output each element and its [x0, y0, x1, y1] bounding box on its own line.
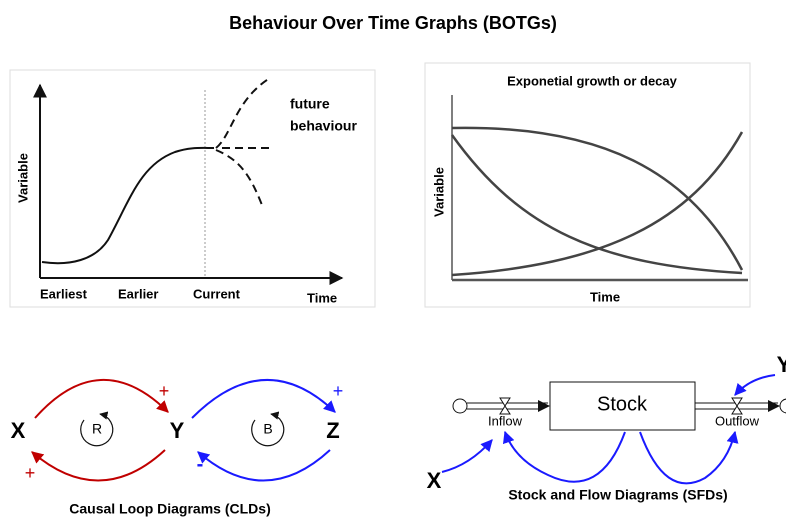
sfd: Stock Inflow Outflow X Y Stock and Flow …	[427, 352, 786, 503]
link	[191, 379, 336, 419]
valve	[499, 397, 511, 415]
decay-curve	[450, 134, 743, 275]
loop-icon	[251, 411, 285, 447]
node: Z	[326, 418, 339, 443]
pipe-arrow	[538, 400, 550, 412]
caption: Causal Loop Diagrams (CLDs)	[69, 501, 270, 517]
annotation: future	[290, 96, 330, 112]
link	[197, 449, 331, 482]
botg-panel: future behaviour Variable Earliest Earli…	[9, 69, 376, 308]
link	[34, 379, 169, 419]
flow-label: Outflow	[715, 413, 760, 428]
panel-border	[9, 69, 376, 308]
polarity: -	[197, 453, 204, 475]
future-down	[215, 149, 263, 206]
x-label: Time	[590, 289, 620, 304]
info-link	[441, 439, 493, 473]
limit-curve	[451, 126, 744, 271]
panel-border	[424, 62, 751, 308]
node: X	[11, 418, 26, 443]
loop-icon	[80, 411, 114, 447]
valve	[731, 397, 743, 415]
stock-label: Stock	[597, 393, 648, 415]
loop-label: B	[263, 421, 272, 437]
polarity: +	[333, 381, 344, 401]
stock-box	[549, 381, 696, 431]
info-link	[639, 430, 739, 485]
growth-curve	[451, 131, 744, 277]
input-label: X	[427, 468, 442, 493]
cloud	[779, 398, 786, 414]
y-label: Variable	[15, 153, 30, 203]
link	[31, 449, 166, 482]
title: Behaviour Over Time Graphs (BOTGs)	[229, 13, 557, 33]
flow-label: Inflow	[488, 413, 523, 428]
annotation: behaviour	[290, 118, 357, 134]
x-label: Time	[307, 290, 337, 305]
polarity: +	[159, 381, 170, 401]
caption: Stock and Flow Diagrams (SFDs)	[508, 487, 727, 503]
cld: X Y Z R B + + + - Causal Loop Diagrams (…	[11, 379, 344, 517]
pipe-arrow	[768, 400, 780, 412]
x-label: Earliest	[40, 286, 88, 301]
x-label: Current	[193, 286, 241, 301]
future-up	[215, 77, 271, 149]
input-label: Y	[777, 352, 786, 377]
loop-label: R	[92, 421, 102, 437]
y-label: Variable	[431, 167, 446, 217]
curve	[41, 146, 215, 265]
x-label: Earlier	[118, 286, 158, 301]
polarity: +	[25, 463, 36, 483]
panel-title: Exponetial growth or decay	[507, 73, 678, 88]
info-link	[734, 374, 776, 396]
info-link	[502, 430, 626, 483]
exp-panel: Exponetial growth or decay Variable Time	[424, 62, 751, 308]
node: Y	[170, 418, 185, 443]
cloud	[452, 398, 468, 414]
